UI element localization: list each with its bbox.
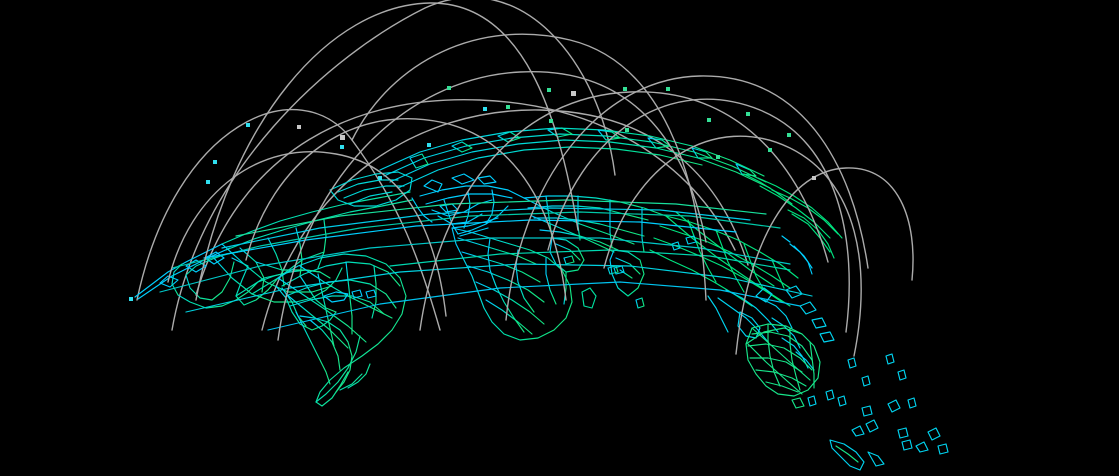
node-dot[interactable] xyxy=(666,87,670,91)
region-greenland xyxy=(329,171,413,207)
node-dot[interactable] xyxy=(571,91,576,96)
arc-6[interactable] xyxy=(277,71,707,341)
node-dot[interactable] xyxy=(427,143,431,147)
arc-8[interactable] xyxy=(419,91,829,331)
arc-11[interactable] xyxy=(603,135,862,357)
node-dot[interactable] xyxy=(340,145,344,149)
region-europe xyxy=(411,173,525,237)
node-dot[interactable] xyxy=(378,176,382,180)
node-dot[interactable] xyxy=(549,119,553,123)
region-east-asia xyxy=(649,173,843,307)
region-arctic-rim xyxy=(379,127,771,189)
globe-latitude-strands xyxy=(159,199,813,331)
arc-12[interactable] xyxy=(735,167,914,355)
node-dot[interactable] xyxy=(716,155,720,159)
node-dot[interactable] xyxy=(787,133,791,137)
arc-9[interactable] xyxy=(505,75,869,321)
region-central-asia xyxy=(523,195,667,309)
arc-7[interactable] xyxy=(351,33,707,301)
node-dot[interactable] xyxy=(707,118,711,122)
node-dot[interactable] xyxy=(447,86,451,90)
arc-3 xyxy=(195,98,736,296)
node-dot[interactable] xyxy=(812,176,816,180)
region-pacific-islands xyxy=(613,235,949,455)
node-dot[interactable] xyxy=(206,180,210,184)
node-dot[interactable] xyxy=(506,105,510,109)
region-caribbean xyxy=(323,289,377,303)
node-dot[interactable] xyxy=(625,128,629,132)
node-dot[interactable] xyxy=(623,87,627,91)
node-dot[interactable] xyxy=(547,88,551,92)
arc-10[interactable] xyxy=(547,98,850,333)
node-dot[interactable] xyxy=(297,125,301,129)
node-dot[interactable] xyxy=(483,107,487,111)
globe-landmass-layer[interactable] xyxy=(134,127,949,471)
node-dot[interactable] xyxy=(129,297,133,301)
arc-13[interactable] xyxy=(245,117,567,301)
region-australia xyxy=(745,323,885,471)
region-alaska xyxy=(134,243,231,300)
node-dot[interactable] xyxy=(246,123,250,127)
node-dot[interactable] xyxy=(340,135,345,140)
arc-1 xyxy=(136,108,441,331)
node-marker-layer[interactable] xyxy=(129,86,816,301)
node-dot[interactable] xyxy=(768,148,772,152)
arc-2 xyxy=(171,0,616,331)
arc-14[interactable] xyxy=(167,150,447,317)
node-dot[interactable] xyxy=(213,160,217,164)
node-dot[interactable] xyxy=(746,112,750,116)
region-south-america xyxy=(277,253,407,407)
